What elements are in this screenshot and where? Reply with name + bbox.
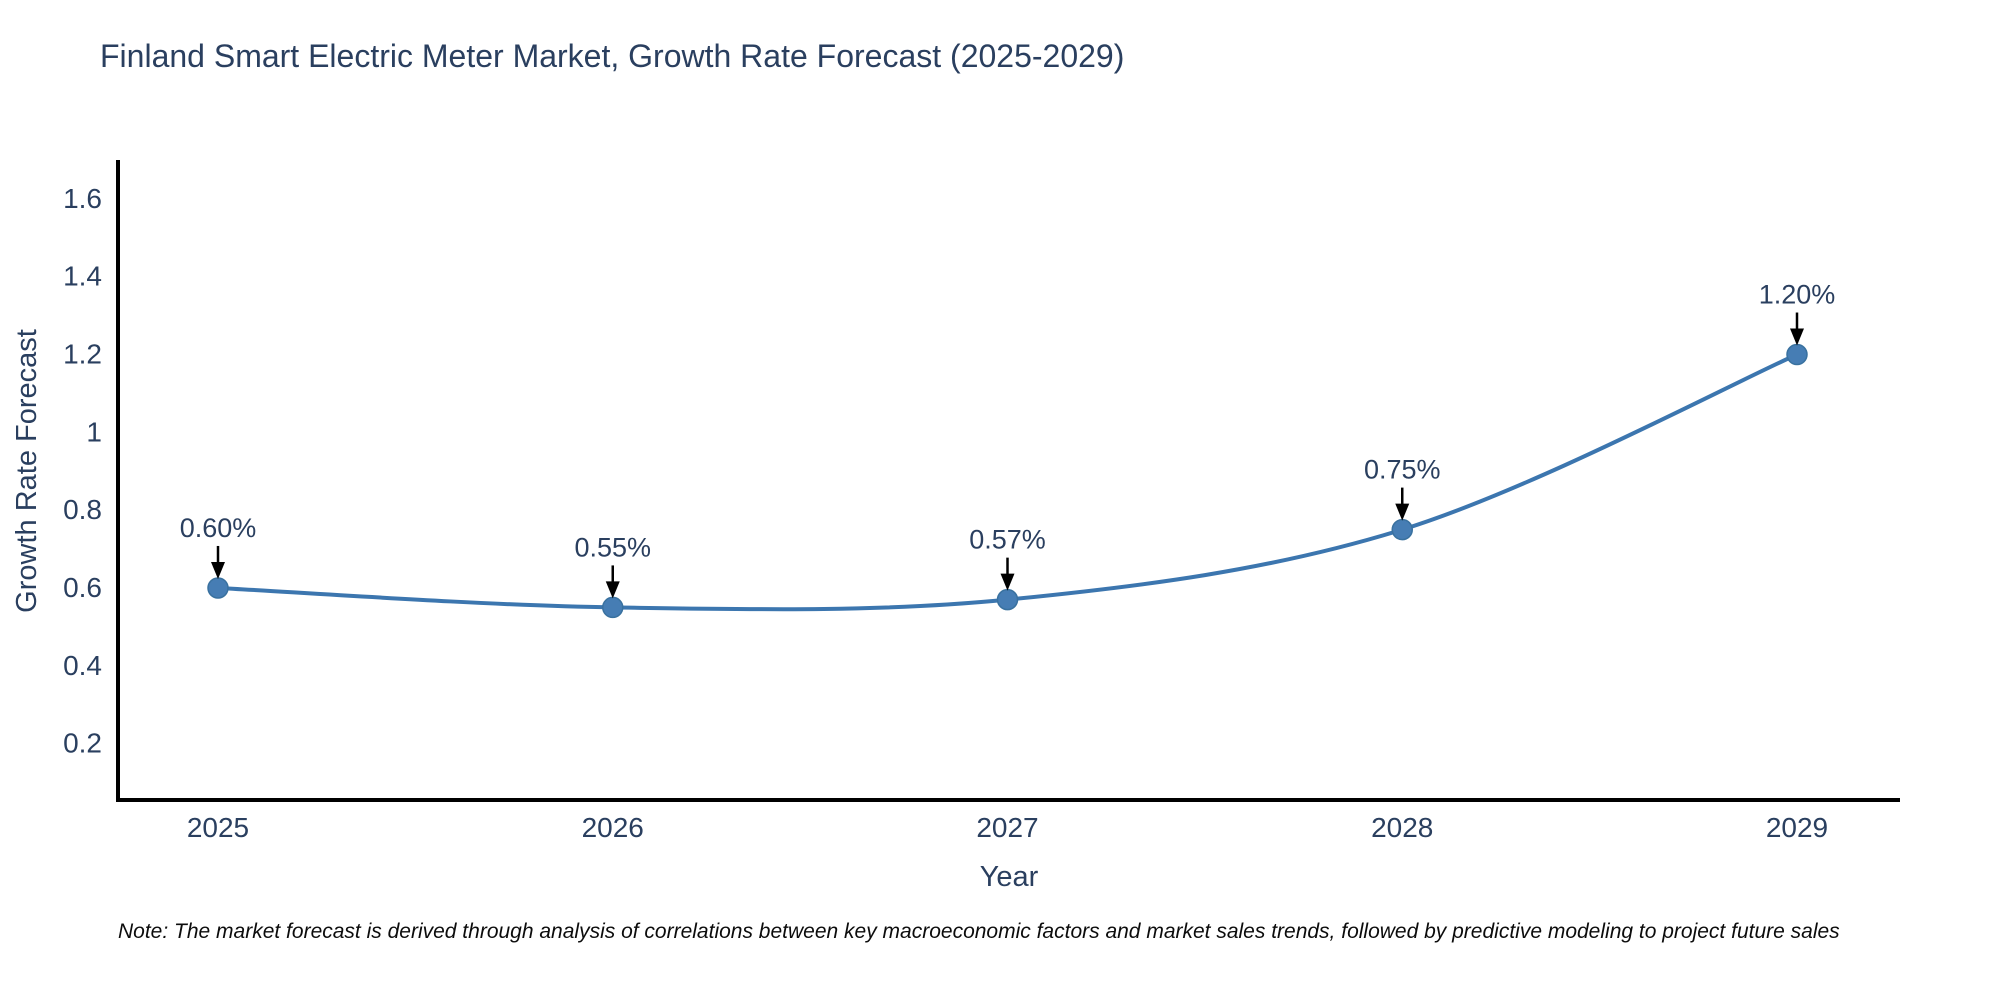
chart-title: Finland Smart Electric Meter Market, Gro… <box>100 38 1125 74</box>
annotation-arrowhead <box>605 581 620 599</box>
y-tick-label: 1 <box>86 416 102 447</box>
y-tick-label: 1.2 <box>63 339 102 370</box>
y-tick-label: 0.6 <box>63 572 102 603</box>
annotation-arrowhead <box>211 561 225 579</box>
x-tick-label: 2027 <box>976 812 1038 843</box>
y-tick-label: 0.4 <box>63 650 102 681</box>
y-tick-label: 1.6 <box>63 183 102 214</box>
annotation-arrowhead <box>1000 573 1015 591</box>
data-point-marker <box>996 588 1019 611</box>
point-annotation-label: 0.60% <box>180 513 257 543</box>
point-annotation-label: 1.20% <box>1759 280 1836 310</box>
y-tick-label: 0.8 <box>63 494 102 525</box>
x-tick-label: 2026 <box>582 812 644 843</box>
data-point-marker <box>1786 343 1808 366</box>
y-tick-label: 0.2 <box>63 728 102 759</box>
y-axis-title: Growth Rate Forecast <box>11 329 43 613</box>
annotation-arrowhead <box>1395 503 1410 521</box>
annotation-arrowhead <box>1790 328 1804 346</box>
data-point-marker <box>602 596 624 619</box>
x-tick-label: 2029 <box>1766 812 1828 843</box>
plot-area: 0.2 0.4 0.6 0.8 1 1.2 1.4 1.6 2025 2026 2027 2028 20… <box>63 160 1900 843</box>
point-annotation-label: 0.55% <box>574 532 651 562</box>
data-point-marker <box>207 577 229 599</box>
x-axis-title: Year <box>980 861 1039 893</box>
x-tick-label: 2025 <box>187 812 249 843</box>
point-annotation-label: 0.57% <box>969 525 1046 555</box>
point-annotation-label: 0.75% <box>1364 455 1441 485</box>
data-point-marker <box>1391 518 1413 541</box>
x-tick-label: 2028 <box>1371 812 1433 843</box>
y-tick-label: 1.4 <box>63 261 102 292</box>
footnote-text: Note: The market forecast is derived thr… <box>118 920 1840 943</box>
